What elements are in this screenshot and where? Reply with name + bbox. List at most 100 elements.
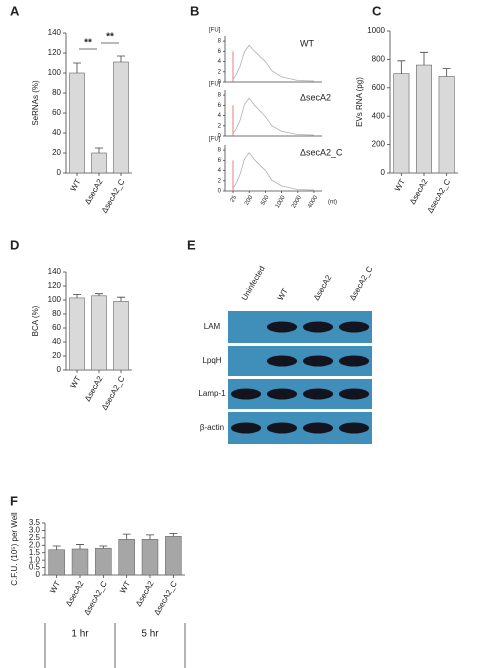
band [230,422,262,434]
group-label: 1 hr [71,629,89,640]
band [302,422,334,434]
x-tick-label: 2000 [291,194,303,209]
x-tick-label: ΔsecA2_C [82,579,109,616]
bar [69,297,85,371]
error-bar [52,545,61,550]
y-tick-label: 0 [218,134,222,140]
error-bar [122,533,131,540]
error-bar [99,545,108,549]
y-tick-label: 60 [52,108,61,117]
y-tick-label: 4 [218,168,222,174]
y-tick-label: 0 [57,168,62,177]
bar [69,72,85,174]
error-bar [397,60,406,74]
error-bar [442,68,451,77]
bar [91,295,107,371]
y-tick-label: 6 [218,103,222,109]
y-tick-label: 4 [218,113,222,119]
y-tick-label: 6 [218,158,222,164]
row-label: LAM [204,322,221,331]
error-bar [95,147,103,153]
column-label: Uninfected [240,264,267,302]
bar [141,539,159,576]
x-tick-label: WT [118,579,132,594]
error-bar [95,293,103,296]
error-bar [146,534,154,540]
y-tick-label: 20 [52,148,61,157]
y-tick-label: 20 [52,351,61,360]
band [266,422,298,434]
band [338,355,370,367]
band [266,388,298,400]
y-tick-label: 600 [372,83,386,92]
y-tick-label: 0.5 [29,563,41,572]
legend-label: WT [300,38,314,48]
y-tick-label: 1.0 [29,555,41,564]
y-tick-label: 4 [218,59,222,65]
y-tick-label: 120 [48,48,62,57]
y-axis-label: EVs RNA (pg) [355,77,364,127]
bar [393,73,410,174]
y-tick-label: 6 [218,49,222,55]
panel-label: B [190,3,199,18]
column-label: ΔsecA2 [312,273,334,302]
band [338,422,370,434]
y-axis-label: [FU] [209,82,221,88]
bar [113,61,129,174]
column-label: ΔsecA2_C [348,265,375,302]
bar [118,539,135,576]
band [302,388,334,400]
y-tick-label: 400 [372,111,386,120]
y-tick-label: 3.0 [29,526,41,535]
y-tick-label: 2 [218,69,222,75]
panel-label: C [372,3,382,18]
y-tick-label: 200 [372,140,386,149]
bar [415,64,433,174]
y-axis-label: C.F.U. (10⁵) per Well [10,512,19,586]
x-tick-label: WT [69,374,83,389]
bar [165,536,182,576]
y-tick-label: 8 [218,39,222,45]
y-axis-label: [FU] [209,28,221,34]
panel-label: E [187,237,196,252]
y-tick-label: 0 [381,168,386,177]
x-tick-label: 1000 [275,194,287,209]
panel-label: F [10,493,18,508]
y-axis-label: BCA (%) [31,305,40,336]
row-label: LpqH [202,356,221,365]
bar [48,549,65,576]
error-bar [117,55,125,62]
error-bar [117,296,125,302]
band [302,321,334,333]
y-tick-label: 80 [52,88,61,97]
y-tick-label: 800 [372,55,386,64]
significance-label: ** [106,32,114,43]
x-tick-label: WT [393,177,407,192]
x-tick-label: 25 [230,194,239,203]
band [266,321,298,333]
x-tick-label: WT [48,579,62,594]
row-label: Lamp-1 [198,389,226,398]
y-axis-label: [FU] [209,137,221,143]
x-axis-label: (nt) [328,200,337,206]
y-tick-label: 8 [218,148,222,154]
bar [91,152,107,174]
bar [95,547,112,576]
x-tick-label: 500 [260,194,271,206]
y-tick-label: 40 [52,128,61,137]
band [266,355,298,367]
bar [113,301,129,371]
bar [438,76,455,174]
y-tick-label: 0 [36,570,41,579]
x-tick-label: ΔsecA2 [83,374,105,403]
x-tick-label: WT [69,177,83,192]
legend-label: ΔsecA2_C [300,147,343,157]
band [338,388,370,400]
y-tick-label: 120 [48,281,62,290]
error-bar [169,533,178,537]
y-tick-label: 140 [48,28,62,37]
y-tick-label: 100 [48,68,62,77]
error-bar [73,294,81,298]
group-label: 5 hr [141,629,159,640]
